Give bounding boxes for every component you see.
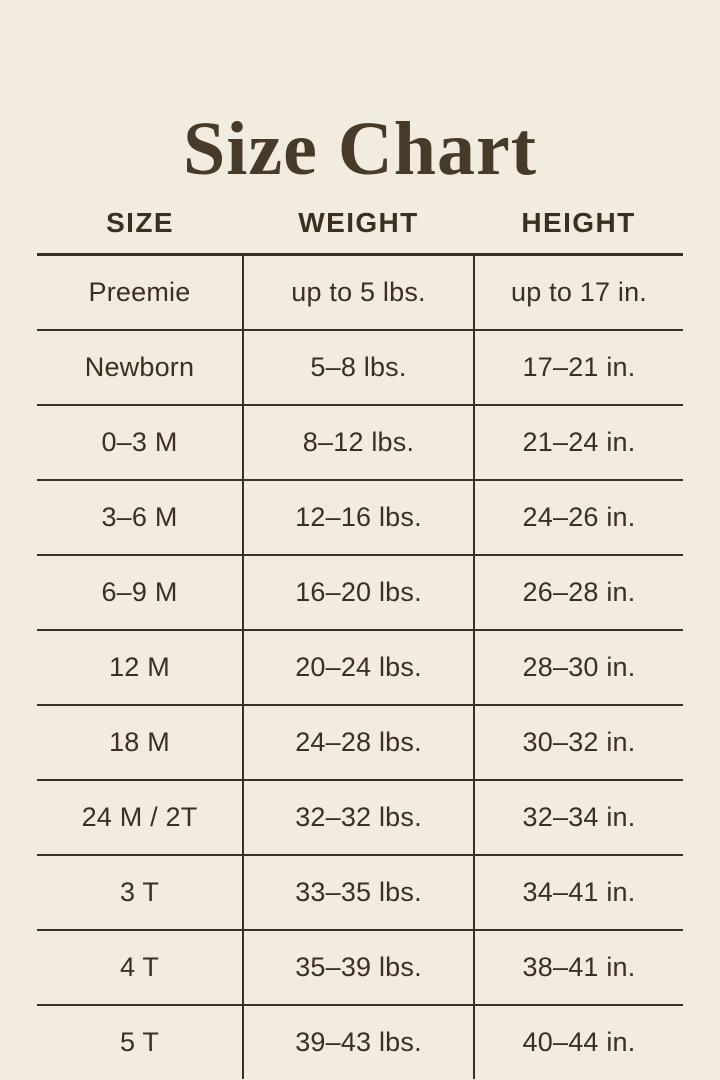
- table-row: 6–9 M 16–20 lbs. 26–28 in.: [37, 555, 683, 631]
- cell-weight: 39–43 lbs.: [242, 1005, 474, 1079]
- size-chart-table: SIZE WEIGHT HEIGHT Preemie up to 5 lbs. …: [37, 192, 683, 1079]
- column-header-size: SIZE: [37, 192, 243, 256]
- table-row: 3 T 33–35 lbs. 34–41 in.: [37, 855, 683, 931]
- cell-size: 3 T: [37, 855, 243, 931]
- cell-size: Preemie: [37, 254, 243, 331]
- cell-size: 4 T: [37, 930, 243, 1006]
- cell-height: 21–24 in.: [473, 405, 683, 481]
- table-row: 12 M 20–24 lbs. 28–30 in.: [37, 630, 683, 706]
- cell-height: 38–41 in.: [473, 930, 683, 1006]
- table-row: 4 T 35–39 lbs. 38–41 in.: [37, 930, 683, 1006]
- cell-height: 34–41 in.: [473, 855, 683, 931]
- page-title: Size Chart: [182, 106, 538, 191]
- cell-weight: 24–28 lbs.: [242, 705, 474, 781]
- table-row: Newborn 5–8 lbs. 17–21 in.: [37, 330, 683, 406]
- cell-weight: 12–16 lbs.: [242, 480, 474, 556]
- table-body: Preemie up to 5 lbs. up to 17 in. Newbor…: [37, 254, 683, 1079]
- table-row: Preemie up to 5 lbs. up to 17 in.: [37, 254, 683, 331]
- cell-weight: 8–12 lbs.: [242, 405, 474, 481]
- table-row: 18 M 24–28 lbs. 30–32 in.: [37, 705, 683, 781]
- cell-height: 17–21 in.: [473, 330, 683, 406]
- cell-weight: 32–32 lbs.: [242, 780, 474, 856]
- column-header-height: HEIGHT: [474, 192, 683, 256]
- cell-size: 0–3 M: [37, 405, 243, 481]
- cell-height: 30–32 in.: [473, 705, 683, 781]
- cell-size: 12 M: [37, 630, 243, 706]
- cell-weight: 16–20 lbs.: [242, 555, 474, 631]
- cell-height: 40–44 in.: [473, 1005, 683, 1079]
- cell-height: 28–30 in.: [473, 630, 683, 706]
- cell-weight: 33–35 lbs.: [242, 855, 474, 931]
- table-row: 5 T 39–43 lbs. 40–44 in.: [37, 1005, 683, 1079]
- cell-size: 24 M / 2T: [37, 780, 243, 856]
- cell-size: Newborn: [37, 330, 243, 406]
- cell-size: 5 T: [119, 1027, 160, 1057]
- cell-weight: 20–24 lbs.: [242, 630, 474, 706]
- cell-weight: 5–8 lbs.: [242, 330, 474, 406]
- table-header-row: SIZE WEIGHT HEIGHT: [37, 192, 683, 256]
- table-header: SIZE WEIGHT HEIGHT: [37, 192, 683, 256]
- cell-weight: up to 5 lbs.: [242, 254, 474, 331]
- cell-height: 26–28 in.: [473, 555, 683, 631]
- cell-height: 32–34 in.: [473, 780, 683, 856]
- cell-height: 24–26 in.: [473, 480, 683, 556]
- cell-size: 18 M: [37, 705, 243, 781]
- cell-weight: 35–39 lbs.: [242, 930, 474, 1006]
- cell-size: 6–9 M: [37, 555, 243, 631]
- cell-height: up to 17 in.: [473, 254, 683, 331]
- table-row: 3–6 M 12–16 lbs. 24–26 in.: [37, 480, 683, 556]
- column-header-weight: WEIGHT: [243, 192, 474, 256]
- table-row: 24 M / 2T 32–32 lbs. 32–34 in.: [37, 780, 683, 856]
- cell-size: 3–6 M: [37, 480, 243, 556]
- table-row: 0–3 M 8–12 lbs. 21–24 in.: [37, 405, 683, 481]
